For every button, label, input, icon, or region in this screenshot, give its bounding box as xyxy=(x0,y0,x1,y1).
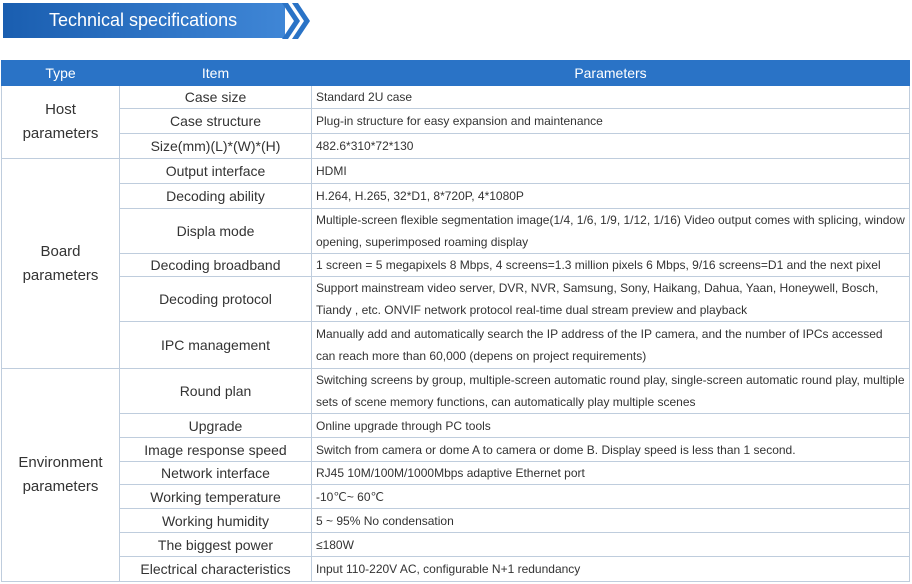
item-cell: Working temperature xyxy=(119,484,312,509)
item-cell: Decoding ability xyxy=(119,183,312,209)
spec-row: Decoding broadband 1 screen = 5 megapixel… xyxy=(2,253,910,277)
item-cell: IPC management xyxy=(119,321,312,369)
item-cell: Case size xyxy=(119,85,312,109)
spec-row: Host parameters Case size Standard 2U case xyxy=(1,85,910,159)
parameter-cell: Input 110-220V AC, configurable N+1 redu… xyxy=(311,556,910,582)
header-row: Type Item Parameters xyxy=(1,60,910,86)
type-cell: Host parameters xyxy=(1,85,120,159)
spec-row: Network interface RJ45 10M/100M/1000Mbps … xyxy=(2,461,910,485)
parameter-cell: Multiple-screen flexible segmentation im… xyxy=(311,208,910,254)
column-header: Item xyxy=(119,60,312,86)
spec-row: Case structure Plug-in structure for easy… xyxy=(2,108,910,134)
item-cell: Decoding protocol xyxy=(119,276,312,322)
spec-row: Displa mode Multiple-screen flexible segm… xyxy=(2,208,910,254)
item-cell: Electrical characteristics xyxy=(119,556,312,582)
parameter-cell: Plug-in structure for easy expansion and… xyxy=(311,108,910,134)
spec-row: Upgrade Online upgrade through PC tools xyxy=(2,413,910,438)
spec-row: Decoding protocol Support mainstream vide… xyxy=(2,276,910,322)
spec-table: Type Item Parameters Host parameters Case s… xyxy=(1,60,910,582)
parameter-cell: HDMI xyxy=(311,158,910,184)
column-header: Parameters xyxy=(311,60,910,86)
parameter-cell: H.264, H.265, 32*D1, 8*720P, 4*1080P xyxy=(311,183,910,209)
item-cell: The biggest power xyxy=(119,532,312,557)
spec-row: Board parameters Output interface HDMI xyxy=(1,158,910,369)
item-cell: Round plan xyxy=(119,368,312,414)
spec-row: IPC management Manually add and automatic… xyxy=(2,321,910,369)
item-cell: Upgrade xyxy=(119,413,312,438)
parameter-cell: Switch from camera or dome A to camera o… xyxy=(311,437,910,462)
parameter-cell: ≤180W xyxy=(311,532,910,557)
item-cell: Decoding broadband xyxy=(119,253,312,277)
item-cell: Network interface xyxy=(119,461,312,485)
item-cell: Output interface xyxy=(119,158,312,184)
spec-row: The biggest power ≤180W xyxy=(2,532,910,557)
type-cell: Board parameters xyxy=(1,158,120,369)
parameter-cell: 482.6*310*72*130 xyxy=(311,133,910,159)
item-cell: Case structure xyxy=(119,108,312,134)
column-header: Type xyxy=(1,60,120,86)
spec-row: Working temperature -10℃~ 60℃ xyxy=(2,484,910,509)
spec-row: Electrical characteristics Input 110-220V… xyxy=(2,556,910,582)
spec-row: Environment parameters Round plan Switchin… xyxy=(1,368,910,582)
parameter-cell: 5 ~ 95% No condensation xyxy=(311,508,910,533)
spec-row: Image response speed Switch from camera o… xyxy=(2,437,910,462)
spec-row: Decoding ability H.264, H.265, 32*D1, 8*7… xyxy=(2,183,910,209)
section-title: Technical specifications xyxy=(3,3,285,38)
item-cell: Displa mode xyxy=(119,208,312,254)
item-cell: Size(mm)(L)*(W)*(H) xyxy=(119,133,312,159)
chevrons xyxy=(282,3,310,39)
item-cell: Working humidity xyxy=(119,508,312,533)
parameter-cell: Standard 2U case xyxy=(311,85,910,109)
parameter-cell: RJ45 10M/100M/1000Mbps adaptive Ethernet… xyxy=(311,461,910,485)
parameter-cell: Switching screens by group, multiple-scr… xyxy=(311,368,910,414)
spec-row: Size(mm)(L)*(W)*(H) 482.6*310*72*130 xyxy=(2,133,910,159)
parameter-cell: Manually add and automatically search th… xyxy=(311,321,910,369)
item-cell: Image response speed xyxy=(119,437,312,462)
spec-row: Working humidity 5 ~ 95% No condensation xyxy=(2,508,910,533)
parameter-cell: Support mainstream video server, DVR, NV… xyxy=(311,276,910,322)
parameter-cell: -10℃~ 60℃ xyxy=(311,484,910,509)
type-cell: Environment parameters xyxy=(1,368,120,582)
parameter-cell: 1 screen = 5 megapixels 8 Mbps, 4 screen… xyxy=(311,253,910,277)
parameter-cell: Online upgrade through PC tools xyxy=(311,413,910,438)
